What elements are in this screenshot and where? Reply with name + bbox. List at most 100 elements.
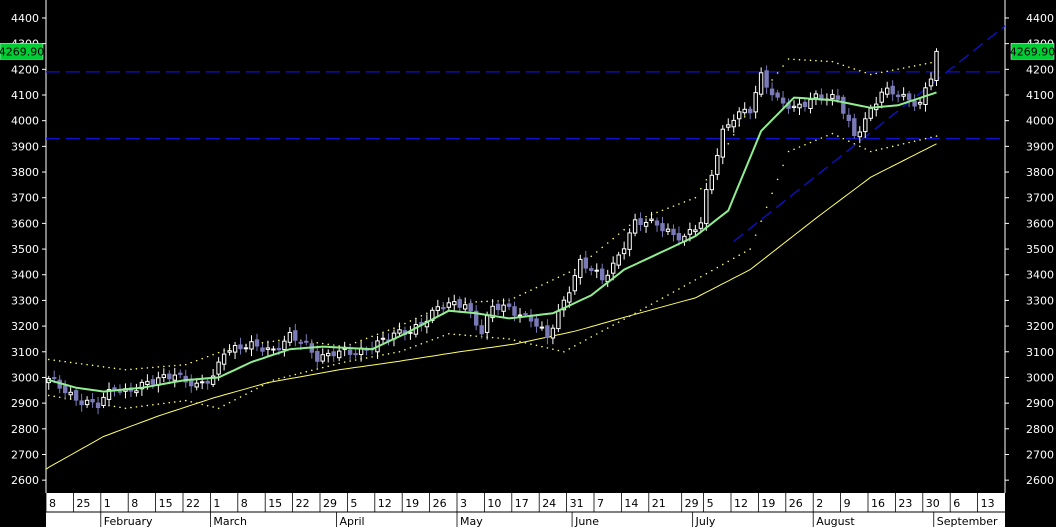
band-lower-dot [683,285,686,287]
band-upper-dot [524,291,527,294]
x-tick-label: 1 [104,497,111,510]
band-lower-dot [58,396,61,399]
candle-body [484,315,490,333]
band-upper-dot [376,333,379,336]
candle-body [539,326,545,329]
y-tick-label-right: 2600 [1026,474,1054,487]
last-price-label-left: 4269.90 [0,43,44,60]
band-lower-dot [820,137,823,139]
band-upper-dot [119,368,121,370]
candle-body [797,103,802,109]
last-price-box [1010,43,1055,60]
band-lower-dot [343,361,346,363]
candle-body [654,220,660,226]
x-tick-label: 29 [685,497,699,510]
candle-body [687,229,693,235]
band-lower-dot [113,405,116,408]
y-tick-label-right: 3000 [1026,371,1054,384]
band-lower-dot [437,336,439,339]
candle-body [304,340,309,343]
candle-body [495,303,501,311]
band-upper-dot [360,339,362,342]
candle-body [901,93,906,97]
band-upper-dot [902,67,905,69]
candle-body [63,385,68,394]
band-lower-dot [152,403,154,406]
candle-body [857,131,862,138]
x-tick-label: 22 [296,497,310,510]
band-lower-dot [760,220,762,222]
candle-body [435,306,441,311]
y-tick-label-right: 3400 [1026,269,1054,282]
band-lower-dot [69,398,72,400]
band-upper-dot [891,69,894,71]
x-tick-label: 26 [789,497,803,510]
band-upper-dot [75,362,77,364]
band-upper-dot [612,237,614,240]
band-lower-dot [721,263,724,266]
x-tick-label: 9 [844,497,851,510]
band-upper-dot [820,60,823,62]
band-upper-dot [897,68,899,70]
y-tick-label-left: 3600 [11,217,39,230]
candle-body [172,374,178,381]
band-lower-dot [869,150,872,153]
y-tick-label-right: 4400 [1026,12,1054,25]
band-lower-dot [908,141,910,144]
x-tick-label: 13 [981,497,995,510]
band-lower-dot [858,145,861,148]
band-lower-dot [245,393,247,395]
candle-body [621,248,627,255]
x-tick-label: 30 [926,497,940,510]
y-tick-label-left: 3400 [11,269,39,282]
band-lower-dot [787,150,790,153]
candle-body [194,382,199,388]
candle-body [68,391,73,396]
x-tick-label: 8 [131,497,138,510]
band-lower-dot [513,339,516,342]
band-lower-dot [294,373,297,376]
band-upper-dot [58,360,61,362]
band-upper-dot [53,359,56,362]
candle-body [561,299,567,311]
x-tick-label: 8 [49,497,56,510]
candle-body [753,92,758,113]
band-lower-dot [332,364,335,366]
band-lower-dot [124,407,127,410]
band-lower-dot [782,164,784,167]
band-upper-dot [601,246,604,249]
band-upper-dot [848,66,850,68]
candle-body [468,303,473,312]
candle-body [320,354,325,362]
month-label: July [695,515,716,527]
band-lower-dot [930,136,932,139]
band-lower-dot [321,366,324,369]
band-upper-dot [179,364,182,366]
band-lower-dot [546,347,549,349]
band-lower-dot [354,359,357,361]
y-tick-label-right: 3100 [1026,346,1054,359]
band-upper-dot [261,341,264,344]
band-lower-dot [584,339,587,341]
candle-body [737,111,742,120]
band-upper-dot [683,201,686,203]
candle-body [265,347,271,350]
y-tick-label-right: 2700 [1026,448,1054,461]
x-tick-label: 21 [652,497,666,510]
band-lower-dot [184,399,187,402]
band-upper-dot [628,224,631,227]
candle-body [906,93,912,101]
band-lower-dot [924,137,927,140]
band-lower-dot [891,145,894,148]
band-upper-dot [212,353,214,356]
band-lower-dot [902,142,905,145]
band-lower-dot [645,306,647,308]
band-lower-dot [853,142,856,145]
band-upper-dot [672,205,675,207]
band-lower-dot [212,406,214,408]
candle-body [260,347,265,352]
x-tick-label: 8 [241,497,248,510]
candle-body [282,340,287,351]
band-upper-dot [124,368,127,371]
